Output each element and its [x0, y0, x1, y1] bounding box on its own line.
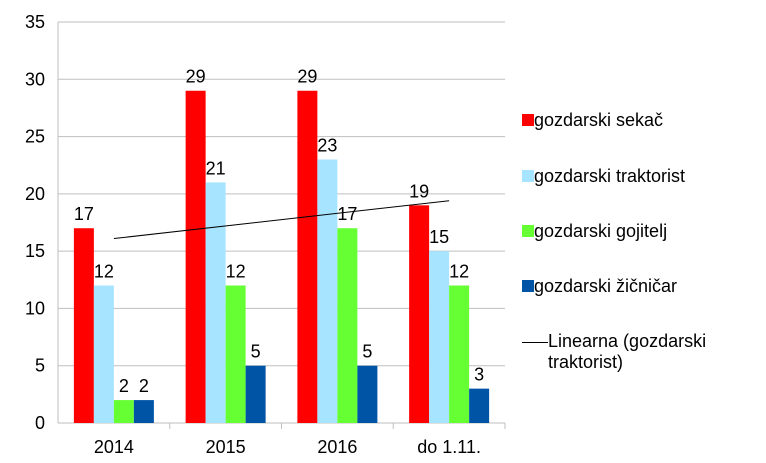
- bar: [429, 251, 450, 423]
- legend-label: gozdarski traktorist: [534, 166, 686, 186]
- value-label: 2: [119, 376, 129, 396]
- value-label: 3: [474, 365, 484, 385]
- x-tick-label: 2016: [317, 437, 357, 457]
- legend-item: gozdarski gojitelj: [522, 221, 667, 242]
- y-tick-label: 10: [25, 298, 45, 318]
- bar: [245, 365, 266, 423]
- legend-label: gozdarski gojitelj: [534, 221, 668, 241]
- value-label: 12: [449, 262, 469, 282]
- bar: [297, 90, 318, 423]
- legend-item: Linearna (gozdarski traktorist): [522, 331, 748, 373]
- value-label: 5: [362, 342, 372, 362]
- value-label: 21: [206, 158, 226, 178]
- legend-swatch: [522, 280, 534, 292]
- bar: [133, 400, 154, 423]
- y-tick-label: 20: [25, 184, 45, 204]
- bar: [337, 228, 358, 423]
- bar: [357, 365, 378, 423]
- trendline: [113, 200, 450, 240]
- y-tick-label: 15: [25, 241, 45, 261]
- legend-item: gozdarski žičničar: [522, 276, 677, 297]
- legend-swatch: [522, 170, 534, 182]
- value-label: 5: [251, 342, 261, 362]
- x-tick-label: 2015: [206, 437, 246, 457]
- y-tick-label: 5: [35, 356, 45, 376]
- legend-label: Linearna (gozdarski traktorist): [548, 331, 707, 372]
- x-tick-label: 2014: [94, 437, 134, 457]
- value-label: 17: [74, 204, 94, 224]
- y-tick-label: 30: [25, 69, 45, 89]
- legend-item: gozdarski traktorist: [522, 166, 685, 187]
- value-label: 29: [297, 67, 317, 87]
- value-label: 15: [429, 227, 449, 247]
- y-tick-label: 25: [25, 127, 45, 147]
- value-label: 2: [139, 376, 149, 396]
- bar: [185, 90, 206, 423]
- value-label: 19: [409, 181, 429, 201]
- value-label: 12: [94, 262, 114, 282]
- legend-label: gozdarski žičničar: [534, 276, 678, 296]
- legend-swatch: [522, 342, 548, 343]
- legend-item: gozdarski sekač: [522, 110, 663, 131]
- bar: [113, 400, 134, 423]
- legend-swatch: [522, 225, 534, 237]
- value-label: 29: [186, 67, 206, 87]
- value-label: 23: [317, 135, 337, 155]
- bar: [469, 388, 490, 423]
- value-label: 17: [337, 204, 357, 224]
- bar: [225, 285, 246, 423]
- bar: [205, 182, 226, 423]
- legend-label: gozdarski sekač: [534, 110, 664, 130]
- bar: [409, 205, 430, 423]
- legend-swatch: [522, 114, 534, 126]
- bar: [93, 285, 114, 423]
- bar: [73, 228, 94, 423]
- bar: [449, 285, 470, 423]
- y-tick-label: 35: [25, 12, 45, 32]
- bar: [317, 159, 338, 423]
- y-tick-label: 0: [35, 413, 45, 433]
- value-label: 12: [226, 262, 246, 282]
- x-tick-label: do 1.11.: [417, 437, 481, 457]
